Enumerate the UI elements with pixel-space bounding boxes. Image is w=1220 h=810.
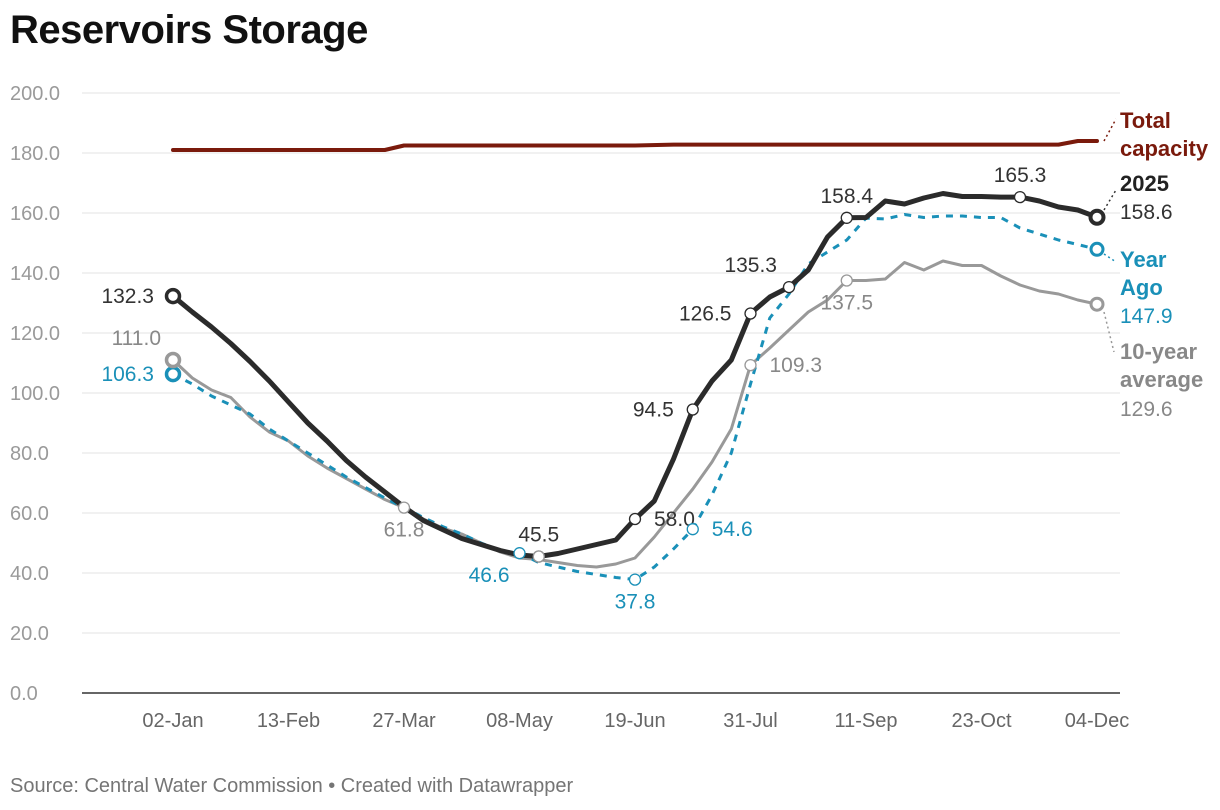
data-label: 158.4 [820,185,873,208]
y-tick-label: 160.0 [10,203,60,225]
data-point-marker [397,501,411,514]
x-tick-label: 27-Mar [372,710,436,732]
data-label: 61.8 [384,519,425,542]
chart-title: Reservoirs Storage [10,8,368,52]
series-line-total-capacity [171,139,1099,152]
series-label-2025: 2025 [1120,171,1169,196]
data-label: 37.8 [615,591,656,614]
data-label: 126.5 [679,303,732,326]
series-label-10-year-average: 10-year [1120,339,1198,364]
data-point-marker [1013,190,1027,204]
data-label: 54.6 [712,518,753,541]
data-point-marker [164,351,182,369]
x-tick-label: 13-Feb [257,710,320,732]
data-point-marker [782,280,796,294]
end-point-marker [1088,208,1106,226]
data-point-marker [686,403,699,416]
y-tick-label: 60.0 [10,503,49,525]
series-label-total-capacity: capacity [1120,136,1209,161]
data-label: 106.3 [101,363,154,386]
y-tick-label: 200.0 [10,83,60,105]
x-tick-label: 02-Jan [142,710,203,732]
data-point-marker [744,307,757,320]
data-label: 58.0 [654,508,695,531]
data-point-marker [840,274,853,287]
data-label: 137.5 [820,292,873,315]
data-point-marker [164,287,182,305]
y-tick-label: 20.0 [10,623,49,645]
series-line-10-year-average [171,259,1099,569]
y-tick-label: 100.0 [10,383,60,405]
data-label: 109.3 [770,354,823,377]
label-leader-line [1103,311,1115,353]
data-label: 46.6 [469,564,510,587]
label-leader-line [1103,189,1117,211]
y-tick-label: 40.0 [10,563,49,585]
x-tick-label: 23-Oct [951,710,1011,732]
data-point-marker [628,512,642,526]
series-line-2025 [170,191,1100,559]
end-point-marker [1089,241,1105,257]
data-point-marker [532,550,545,563]
end-point-marker [1089,296,1105,312]
x-tick-label: 31-Jul [723,710,777,732]
data-label: 111.0 [112,327,161,350]
data-label: 94.5 [633,399,674,422]
data-point-marker [513,547,526,560]
label-leader-line [1103,118,1117,142]
data-point-marker [628,573,642,586]
series-end-value-10-year-average: 129.6 [1120,398,1173,421]
data-label: 165.3 [994,164,1047,187]
data-point-marker [164,365,182,383]
data-point-marker [840,211,853,224]
series-label-year-ago: Year [1120,247,1167,272]
series-label-year-ago: Ago [1120,275,1163,300]
x-tick-label: 04-Dec [1065,710,1129,732]
data-point-marker [744,358,757,372]
series-label-total-capacity: Total [1120,108,1171,133]
y-tick-label: 0.0 [10,683,38,705]
y-tick-label: 80.0 [10,443,49,465]
y-tick-label: 120.0 [10,323,60,345]
source-credit: Source: Central Water Commission • Creat… [10,775,574,797]
x-tick-label: 19-Jun [604,710,665,732]
y-tick-label: 180.0 [10,143,60,165]
x-tick-label: 11-Sep [834,710,897,732]
series-end-value-year-ago: 147.9 [1120,305,1173,328]
data-point-marker [686,523,699,536]
data-label: 45.5 [518,524,559,547]
data-label: 135.3 [724,254,777,277]
x-tick-label: 08-May [486,710,553,732]
label-leader-line [1103,253,1117,263]
y-tick-label: 140.0 [10,263,60,285]
series-end-value-2025: 158.6 [1120,201,1173,224]
data-label: 132.3 [101,285,154,308]
series-label-10-year-average: average [1120,367,1203,392]
